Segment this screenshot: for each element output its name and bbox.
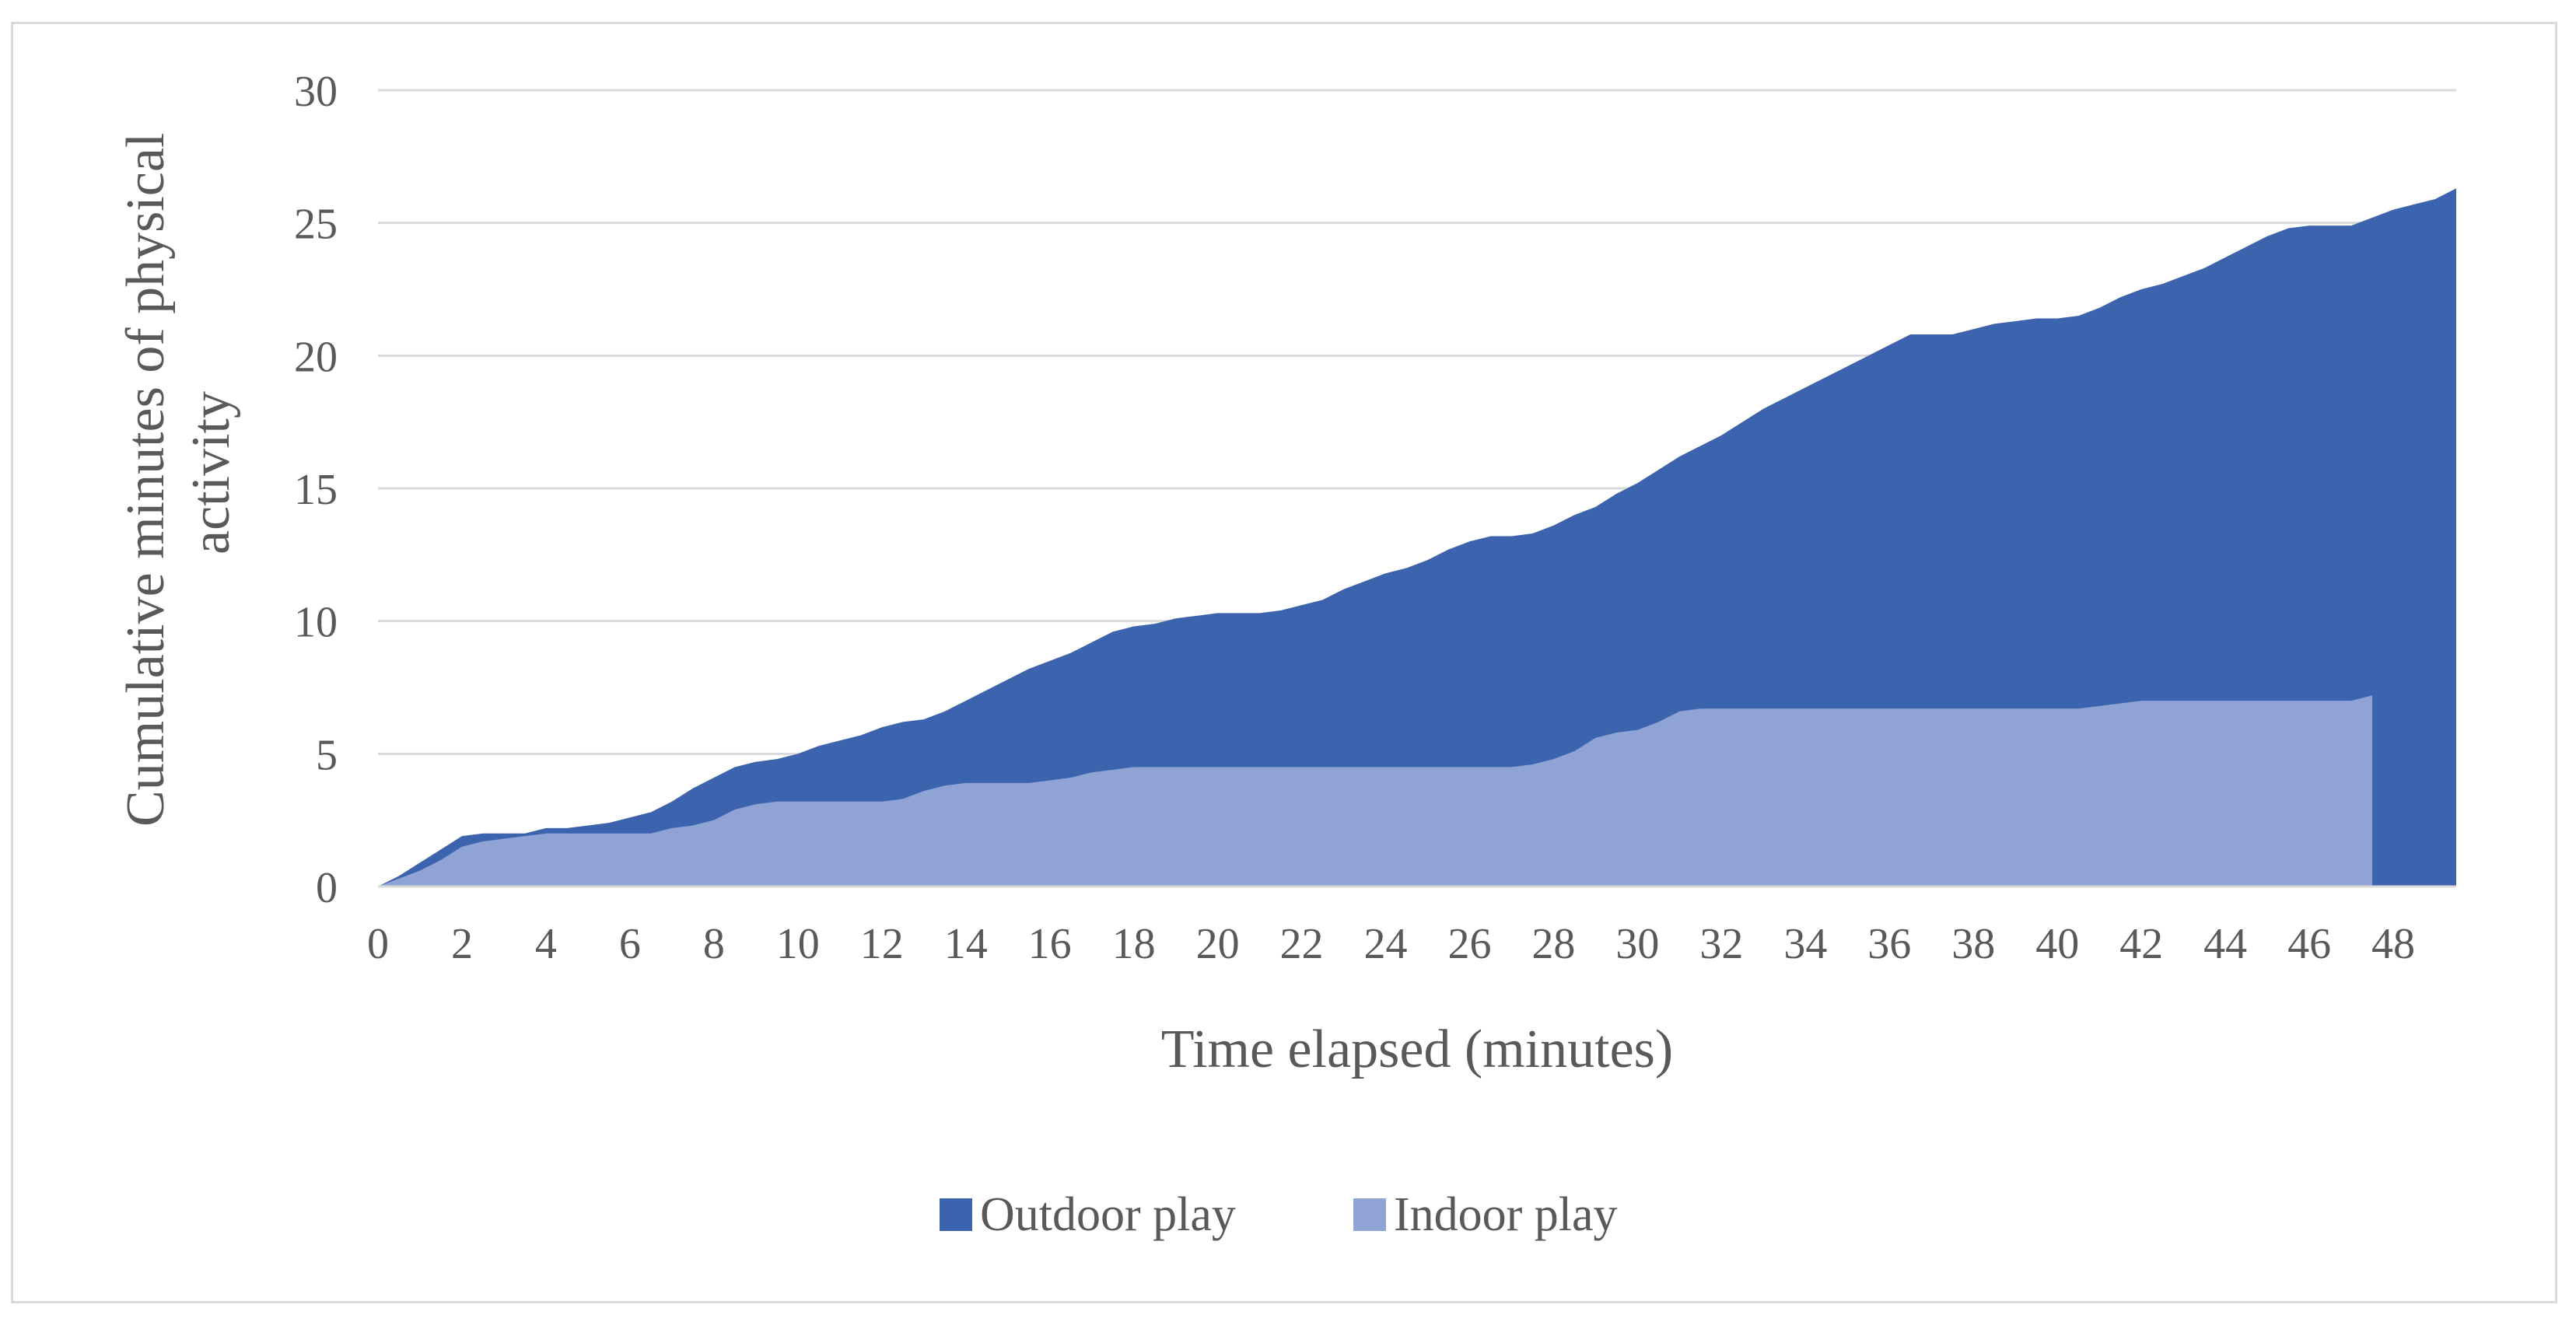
area-series-indoor-play — [378, 695, 2373, 887]
x-tick-label: 30 — [1615, 920, 1659, 968]
x-tick-label: 26 — [1447, 920, 1491, 968]
x-tick-label: 8 — [703, 920, 725, 968]
x-tick-label: 12 — [860, 920, 904, 968]
x-tick-label: 6 — [619, 920, 641, 968]
y-axis-title: Cumulative minutes of physical activity — [116, 119, 241, 827]
plot-areas — [378, 188, 2456, 887]
x-tick-label: 22 — [1280, 920, 1324, 968]
y-tick-label: 5 — [316, 731, 338, 779]
legend-item-outdoor-play: Outdoor play — [940, 1188, 1236, 1241]
x-tick-label: 34 — [1783, 920, 1827, 968]
x-tick-label: 40 — [2035, 920, 2079, 968]
legend-swatch-outdoor-play — [940, 1198, 972, 1231]
legend-swatch-indoor-play — [1353, 1198, 1386, 1231]
y-axis-ticks: 0 5 10 15 20 25 30 — [294, 68, 338, 912]
legend-label-indoor-play: Indoor play — [1394, 1188, 1618, 1241]
x-tick-label: 24 — [1364, 920, 1408, 968]
x-tick-label: 10 — [776, 920, 820, 968]
x-axis-title: Time elapsed (minutes) — [1161, 1019, 1673, 1079]
x-tick-label: 28 — [1531, 920, 1575, 968]
x-tick-label: 48 — [2371, 920, 2415, 968]
x-tick-label: 42 — [2119, 920, 2163, 968]
x-tick-label: 20 — [1196, 920, 1240, 968]
legend-item-indoor-play: Indoor play — [1353, 1188, 1618, 1241]
legend: Outdoor play Indoor play — [940, 1188, 1618, 1241]
y-tick-label: 10 — [294, 599, 338, 647]
legend-label-outdoor-play: Outdoor play — [980, 1188, 1236, 1241]
x-tick-label: 16 — [1028, 920, 1072, 968]
x-tick-label: 0 — [367, 920, 389, 968]
y-tick-label: 0 — [316, 864, 338, 912]
y-axis-title-line-1: Cumulative minutes of physical — [116, 133, 176, 827]
x-tick-label: 44 — [2203, 920, 2247, 968]
x-tick-label: 38 — [1951, 920, 1995, 968]
x-tick-label: 18 — [1112, 920, 1156, 968]
y-tick-label: 25 — [294, 201, 338, 249]
x-tick-label: 46 — [2287, 920, 2331, 968]
x-tick-label: 2 — [451, 920, 473, 968]
y-tick-label: 30 — [294, 68, 338, 116]
y-axis-title-line-2: activity — [181, 391, 241, 554]
y-tick-label: 20 — [294, 333, 338, 381]
x-tick-label: 4 — [535, 920, 557, 968]
y-tick-label: 15 — [294, 466, 338, 514]
x-tick-label: 32 — [1699, 920, 1743, 968]
x-tick-label: 14 — [944, 920, 988, 968]
x-axis-ticks: 0 2 4 6 8 10 12 14 16 18 20 22 24 26 28 30 32 34 36 38 40 42 4… — [367, 920, 2415, 968]
x-tick-label: 36 — [1867, 920, 1911, 968]
